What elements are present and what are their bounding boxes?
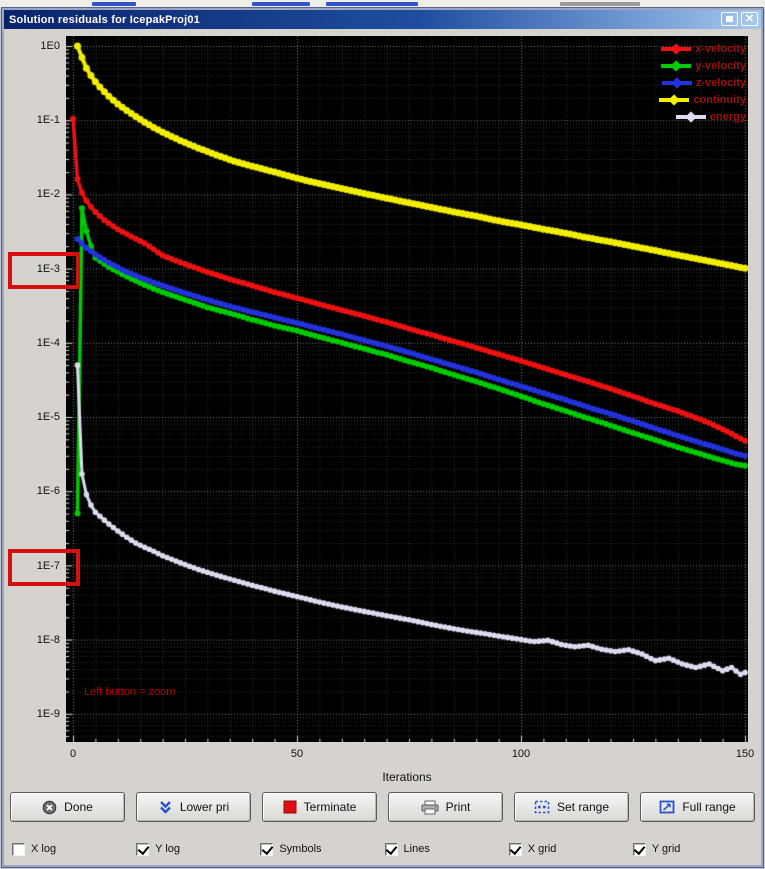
checkbox-box[interactable] bbox=[632, 842, 646, 856]
print-button[interactable]: Print bbox=[388, 792, 503, 822]
close-circle-icon bbox=[42, 800, 57, 815]
maximize-button[interactable] bbox=[721, 12, 738, 26]
checkbox-box[interactable] bbox=[260, 842, 274, 856]
checkbox-label: Lines bbox=[403, 843, 430, 855]
close-icon: ✕ bbox=[744, 12, 755, 25]
double-chevron-down-icon bbox=[158, 800, 173, 814]
printer-icon bbox=[421, 800, 439, 815]
terminate-button[interactable]: Terminate bbox=[262, 792, 377, 822]
lower-pri-button[interactable]: Lower pri bbox=[136, 792, 251, 822]
checkbox-label: Y grid bbox=[651, 843, 681, 855]
window-title: Solution residuals for IcepakProj01 bbox=[9, 13, 200, 26]
residuals-window: Solution residuals for IcepakProj01 ✕ 1E… bbox=[1, 7, 764, 868]
button-row: Done Lower pri Terminate bbox=[10, 792, 755, 822]
set-range-icon bbox=[534, 800, 550, 814]
annotation-box-1e-7 bbox=[8, 549, 80, 586]
full-range-icon bbox=[659, 800, 675, 814]
y-tick-label: 1E-3 bbox=[36, 263, 60, 275]
stop-square-icon bbox=[283, 800, 297, 814]
titlebar[interactable]: Solution residuals for IcepakProj01 ✕ bbox=[4, 10, 761, 29]
checkbox-x-grid[interactable]: X grid bbox=[508, 841, 633, 857]
checkbox-lines[interactable]: Lines bbox=[384, 841, 509, 857]
print-button-label: Print bbox=[445, 800, 471, 814]
y-tick-label: 1E-7 bbox=[36, 560, 60, 572]
x-axis-title: Iterations bbox=[382, 770, 432, 784]
checkbox-symbols[interactable]: Symbols bbox=[260, 841, 384, 857]
checkbox-box[interactable] bbox=[12, 842, 25, 856]
background-link-fragment bbox=[326, 2, 418, 6]
maximize-icon bbox=[726, 16, 733, 22]
x-tick-label: 150 bbox=[735, 748, 755, 760]
y-tick-label: 1E0 bbox=[40, 40, 60, 52]
close-button[interactable]: ✕ bbox=[741, 12, 758, 26]
y-tick-label: 1E-9 bbox=[36, 708, 60, 720]
checkbox-row: X log Y log Symbols Lines X grid bbox=[12, 841, 757, 857]
background-app-strip bbox=[0, 0, 765, 9]
checkbox-x-log[interactable]: X log bbox=[12, 841, 136, 857]
background-link-fragment bbox=[92, 2, 136, 6]
set-range-button[interactable]: Set range bbox=[514, 792, 629, 822]
full-range-button[interactable]: Full range bbox=[640, 792, 755, 822]
plot-canvas[interactable] bbox=[66, 36, 748, 742]
checkbox-label: Symbols bbox=[279, 843, 322, 855]
background-toolbar-fragment bbox=[560, 2, 640, 6]
annotation-box-1e-3 bbox=[8, 252, 80, 289]
background-link-fragment bbox=[252, 2, 310, 6]
y-tick-label: 1E-2 bbox=[36, 188, 60, 200]
set-range-button-label: Set range bbox=[556, 800, 610, 814]
y-tick-label: 1E-8 bbox=[36, 634, 60, 646]
y-tick-label: 1E-1 bbox=[36, 114, 60, 126]
checkbox-box[interactable] bbox=[384, 842, 398, 856]
y-tick-label: 1E-5 bbox=[36, 411, 60, 423]
checkbox-label: X log bbox=[31, 843, 57, 855]
terminate-button-label: Terminate bbox=[303, 800, 357, 814]
checkbox-box[interactable] bbox=[508, 842, 522, 856]
x-tick-label: 0 bbox=[69, 748, 77, 760]
checkbox-y-grid[interactable]: Y grid bbox=[632, 841, 757, 857]
checkbox-label: X grid bbox=[527, 843, 557, 855]
lower-pri-button-label: Lower pri bbox=[179, 800, 230, 814]
full-range-button-label: Full range bbox=[682, 800, 736, 814]
checkbox-box[interactable] bbox=[136, 842, 150, 856]
x-tick-label: 100 bbox=[511, 748, 531, 760]
y-tick-label: 1E-6 bbox=[36, 485, 60, 497]
done-button[interactable]: Done bbox=[10, 792, 125, 822]
done-button-label: Done bbox=[64, 800, 93, 814]
checkbox-label: Y log bbox=[155, 843, 181, 855]
x-tick-label: 50 bbox=[290, 748, 304, 760]
checkbox-y-log[interactable]: Y log bbox=[136, 841, 260, 857]
plot-region: Solution residuals for IcepakProj01 ✕ 1E… bbox=[4, 10, 761, 865]
y-tick-label: 1E-4 bbox=[36, 337, 60, 349]
